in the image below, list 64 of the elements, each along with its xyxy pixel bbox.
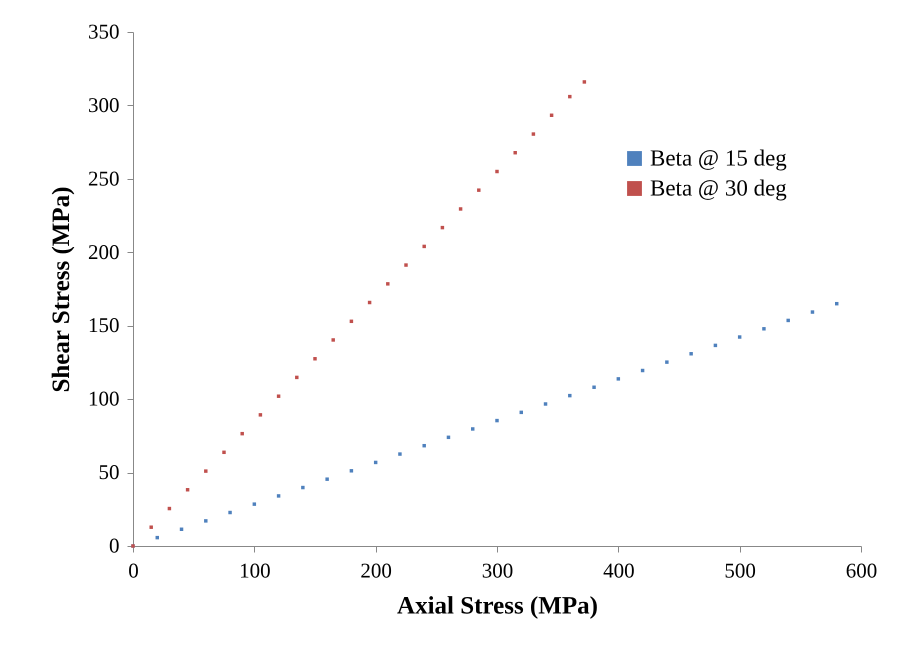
point — [513, 150, 517, 154]
point — [350, 469, 354, 473]
legend-label: Beta @ 30 deg — [650, 176, 788, 200]
point — [240, 432, 244, 436]
point — [276, 394, 280, 398]
point — [204, 469, 208, 473]
point — [458, 207, 462, 211]
x-tick-label: 400 — [603, 558, 635, 582]
point — [471, 427, 474, 431]
point — [568, 394, 572, 398]
point — [180, 528, 184, 531]
point — [582, 80, 586, 84]
point — [738, 335, 742, 339]
x-tick-label: 300 — [482, 558, 514, 582]
point — [168, 506, 172, 510]
y-tick-label: 50 — [98, 460, 120, 484]
point — [422, 244, 426, 248]
y-tick-label: 300 — [88, 92, 120, 117]
point — [520, 410, 523, 414]
point — [477, 188, 481, 192]
point — [204, 519, 208, 523]
point — [762, 327, 766, 331]
point — [714, 344, 718, 348]
x-axis-title: Axial Stress (MPa) — [397, 592, 598, 620]
point — [252, 502, 256, 506]
point — [186, 488, 190, 492]
point — [689, 352, 693, 356]
point — [276, 494, 280, 498]
point — [386, 282, 390, 286]
point — [568, 94, 572, 98]
point — [350, 320, 354, 324]
point — [550, 114, 554, 117]
y-tick-label: 100 — [88, 386, 120, 411]
point — [374, 460, 378, 464]
point — [835, 302, 838, 306]
point — [156, 536, 159, 540]
legend-label: Beta @ 15 deg — [650, 146, 788, 170]
point — [786, 318, 790, 322]
x-tick-label: 500 — [724, 558, 756, 582]
y-tick-label: 150 — [88, 313, 120, 338]
x-tick-label: 200 — [360, 558, 392, 582]
point — [616, 377, 620, 381]
point — [440, 226, 444, 230]
point — [331, 338, 335, 342]
x-tick-label: 100 — [239, 558, 271, 582]
x-tick-label: 600 — [846, 558, 878, 582]
y-axis-title: Shear Stress (MPa) — [48, 186, 75, 392]
point — [295, 376, 299, 380]
point — [446, 436, 450, 440]
point — [592, 386, 596, 389]
x-tick-label: 0 — [128, 558, 139, 582]
y-tick-label: 250 — [88, 166, 120, 190]
point — [398, 452, 402, 456]
point — [810, 310, 814, 314]
point — [665, 360, 669, 364]
y-tick-label: 200 — [88, 240, 120, 264]
point — [258, 413, 262, 417]
y-tick-label: 0 — [109, 534, 120, 558]
point — [532, 132, 536, 136]
point — [422, 444, 426, 448]
point — [325, 477, 329, 481]
y-tick-label: 350 — [88, 20, 120, 44]
point — [149, 525, 153, 529]
point — [301, 486, 305, 490]
